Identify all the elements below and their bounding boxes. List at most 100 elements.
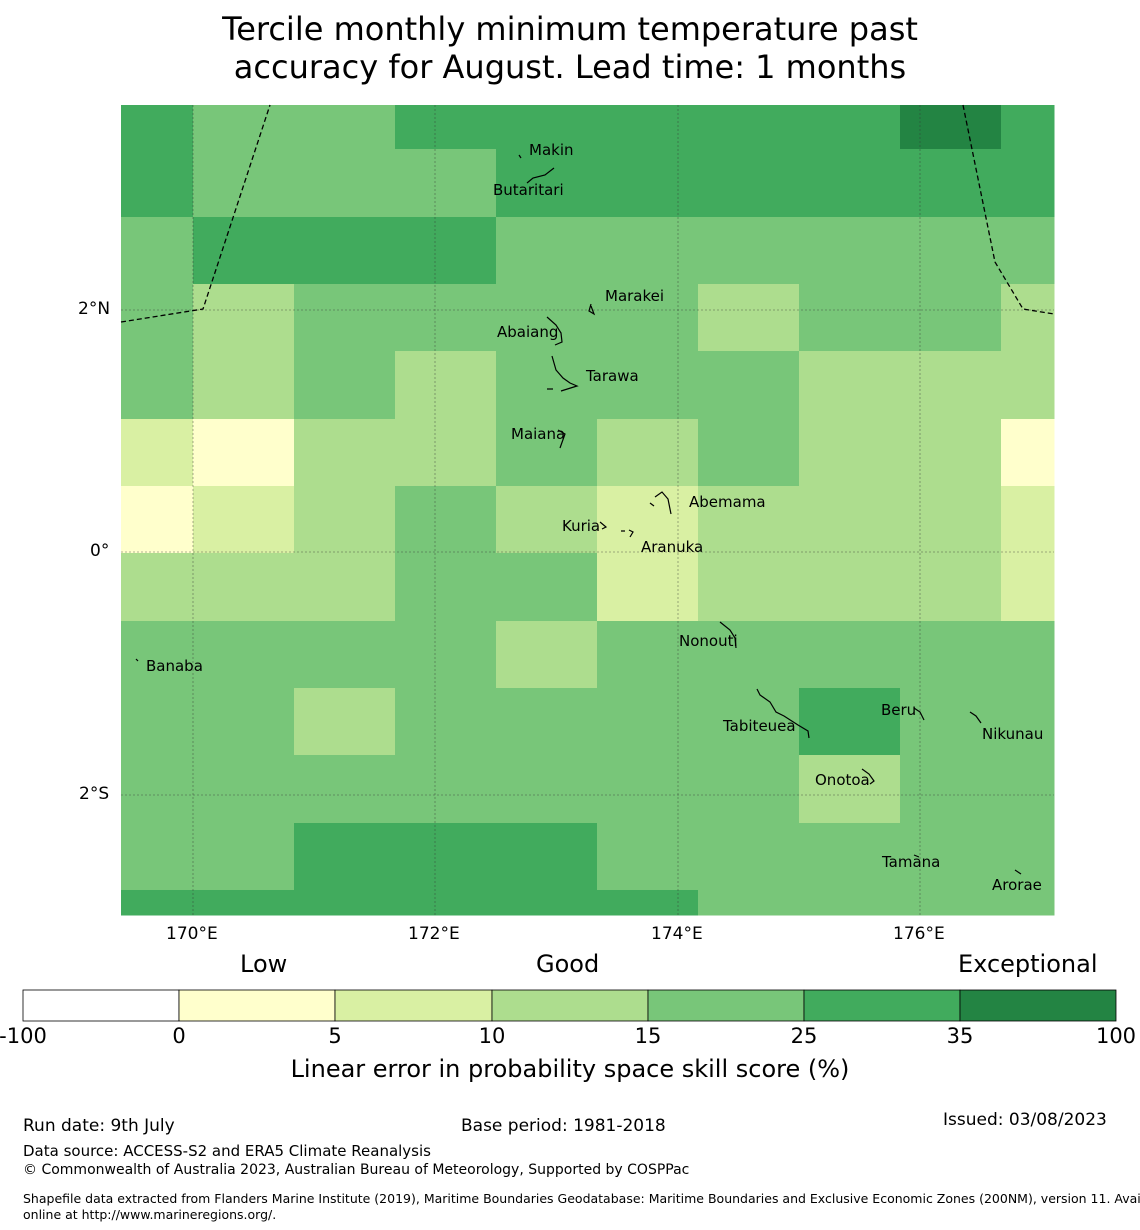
colorbar-tick: 100 bbox=[1095, 1024, 1137, 1048]
skill-cell bbox=[698, 351, 800, 420]
data-source: Data source: ACCESS-S2 and ERA5 Climate … bbox=[23, 1142, 431, 1160]
skill-cell bbox=[121, 486, 194, 554]
skill-cell bbox=[1001, 217, 1055, 285]
skill-cell bbox=[193, 486, 295, 554]
colorbar-segment bbox=[959, 989, 1117, 1022]
skill-cell bbox=[597, 823, 699, 891]
skill-cell bbox=[1001, 688, 1055, 756]
skill-cell bbox=[496, 486, 598, 554]
skill-cell bbox=[1001, 755, 1055, 824]
skill-cell bbox=[799, 486, 901, 554]
skill-cell bbox=[597, 688, 699, 756]
skill-cell bbox=[597, 621, 699, 689]
skill-cell bbox=[1001, 890, 1055, 916]
skill-cell bbox=[799, 688, 901, 756]
skill-cell bbox=[395, 755, 497, 824]
skill-cell bbox=[900, 621, 1002, 689]
skill-cell bbox=[799, 105, 901, 150]
place-label-marakei: Marakei bbox=[605, 287, 664, 305]
skill-cell bbox=[900, 217, 1002, 285]
aranuka-outline bbox=[621, 529, 634, 538]
skill-cell bbox=[294, 419, 396, 487]
skill-cell bbox=[1001, 351, 1055, 420]
skill-cell bbox=[698, 149, 800, 218]
category-good: Good bbox=[536, 950, 600, 978]
lon-tick-172e: 172°E bbox=[408, 924, 460, 944]
skill-cell bbox=[1001, 553, 1055, 622]
place-label-banaba: Banaba bbox=[146, 657, 203, 675]
place-label-abemama: Abemama bbox=[689, 493, 766, 511]
skill-cell bbox=[496, 419, 598, 487]
shapefile-credit-line-2: online at http://www.marineregions.org/. bbox=[23, 1207, 277, 1222]
skill-cell bbox=[294, 149, 396, 218]
skill-cell bbox=[698, 284, 800, 352]
skill-cell bbox=[597, 486, 699, 554]
skill-cell bbox=[496, 688, 598, 756]
place-label-tamana: Tamana bbox=[881, 853, 940, 871]
arorae-outline bbox=[1014, 869, 1022, 875]
skill-cell bbox=[395, 823, 497, 891]
copyright: © Commonwealth of Australia 2023, Austra… bbox=[23, 1162, 690, 1178]
abemama-outline bbox=[654, 491, 672, 515]
place-label-beru: Beru bbox=[881, 701, 916, 719]
skill-cell bbox=[799, 419, 901, 487]
eez-boundary-east bbox=[962, 104, 1055, 315]
skill-cell bbox=[121, 553, 194, 622]
skill-cell bbox=[799, 621, 901, 689]
skill-cell bbox=[193, 217, 295, 285]
place-label-maiana: Maiana bbox=[511, 425, 565, 443]
skill-cell bbox=[597, 553, 699, 622]
place-label-butaritari: Butaritari bbox=[493, 181, 564, 199]
skill-cell bbox=[799, 823, 901, 891]
skill-cell bbox=[496, 823, 598, 891]
skill-cell bbox=[900, 755, 1002, 824]
skill-cell bbox=[698, 105, 800, 150]
run-date: Run date: 9th July bbox=[23, 1116, 175, 1136]
skill-cell bbox=[1001, 419, 1055, 487]
skill-cell bbox=[496, 149, 598, 218]
skill-cell bbox=[121, 105, 194, 150]
skill-cell bbox=[294, 284, 396, 352]
skill-cell bbox=[698, 688, 800, 756]
shapefile-credit-line-1: Shapefile data extracted from Flanders M… bbox=[23, 1191, 1140, 1206]
skill-cell bbox=[294, 755, 396, 824]
skill-cell bbox=[395, 419, 497, 487]
skill-cell bbox=[496, 217, 598, 285]
place-label-tarawa: Tarawa bbox=[585, 367, 639, 385]
skill-cell bbox=[193, 553, 295, 622]
title-line-1: Tercile monthly minimum temperature past bbox=[222, 10, 918, 48]
place-labels: Makin Butaritari Marakei Abaiang Tarawa Maian… bbox=[146, 141, 1043, 894]
colorbar-segment bbox=[647, 989, 805, 1022]
skill-cell bbox=[698, 486, 800, 554]
skill-cell bbox=[900, 149, 1002, 218]
skill-cell bbox=[121, 755, 194, 824]
skill-cell bbox=[294, 890, 396, 916]
colorbar-segment bbox=[178, 989, 336, 1022]
skill-cell bbox=[294, 486, 396, 554]
skill-cell bbox=[193, 105, 295, 150]
skill-cell bbox=[294, 621, 396, 689]
skill-cell bbox=[294, 823, 396, 891]
lon-tick-176e: 176°E bbox=[893, 924, 945, 944]
skill-cell bbox=[121, 823, 194, 891]
marakei-outline bbox=[588, 303, 596, 316]
skill-cell bbox=[900, 486, 1002, 554]
skill-cell bbox=[496, 105, 598, 150]
skill-cell bbox=[799, 217, 901, 285]
skill-cell bbox=[597, 217, 699, 285]
skill-cell bbox=[597, 755, 699, 824]
skill-cell bbox=[395, 105, 497, 150]
colorbar-segment bbox=[22, 989, 180, 1022]
skill-cell bbox=[900, 688, 1002, 756]
skill-cell bbox=[193, 621, 295, 689]
skill-cell bbox=[121, 621, 194, 689]
skill-cell bbox=[799, 755, 901, 824]
skill-cell bbox=[597, 105, 699, 150]
skill-cell bbox=[496, 284, 598, 352]
skill-cell bbox=[193, 419, 295, 487]
colorbar-tick: 10 bbox=[478, 1024, 506, 1048]
eez-boundary bbox=[120, 104, 1055, 323]
kuria-outline bbox=[599, 521, 608, 530]
tamana-outline bbox=[913, 854, 920, 858]
